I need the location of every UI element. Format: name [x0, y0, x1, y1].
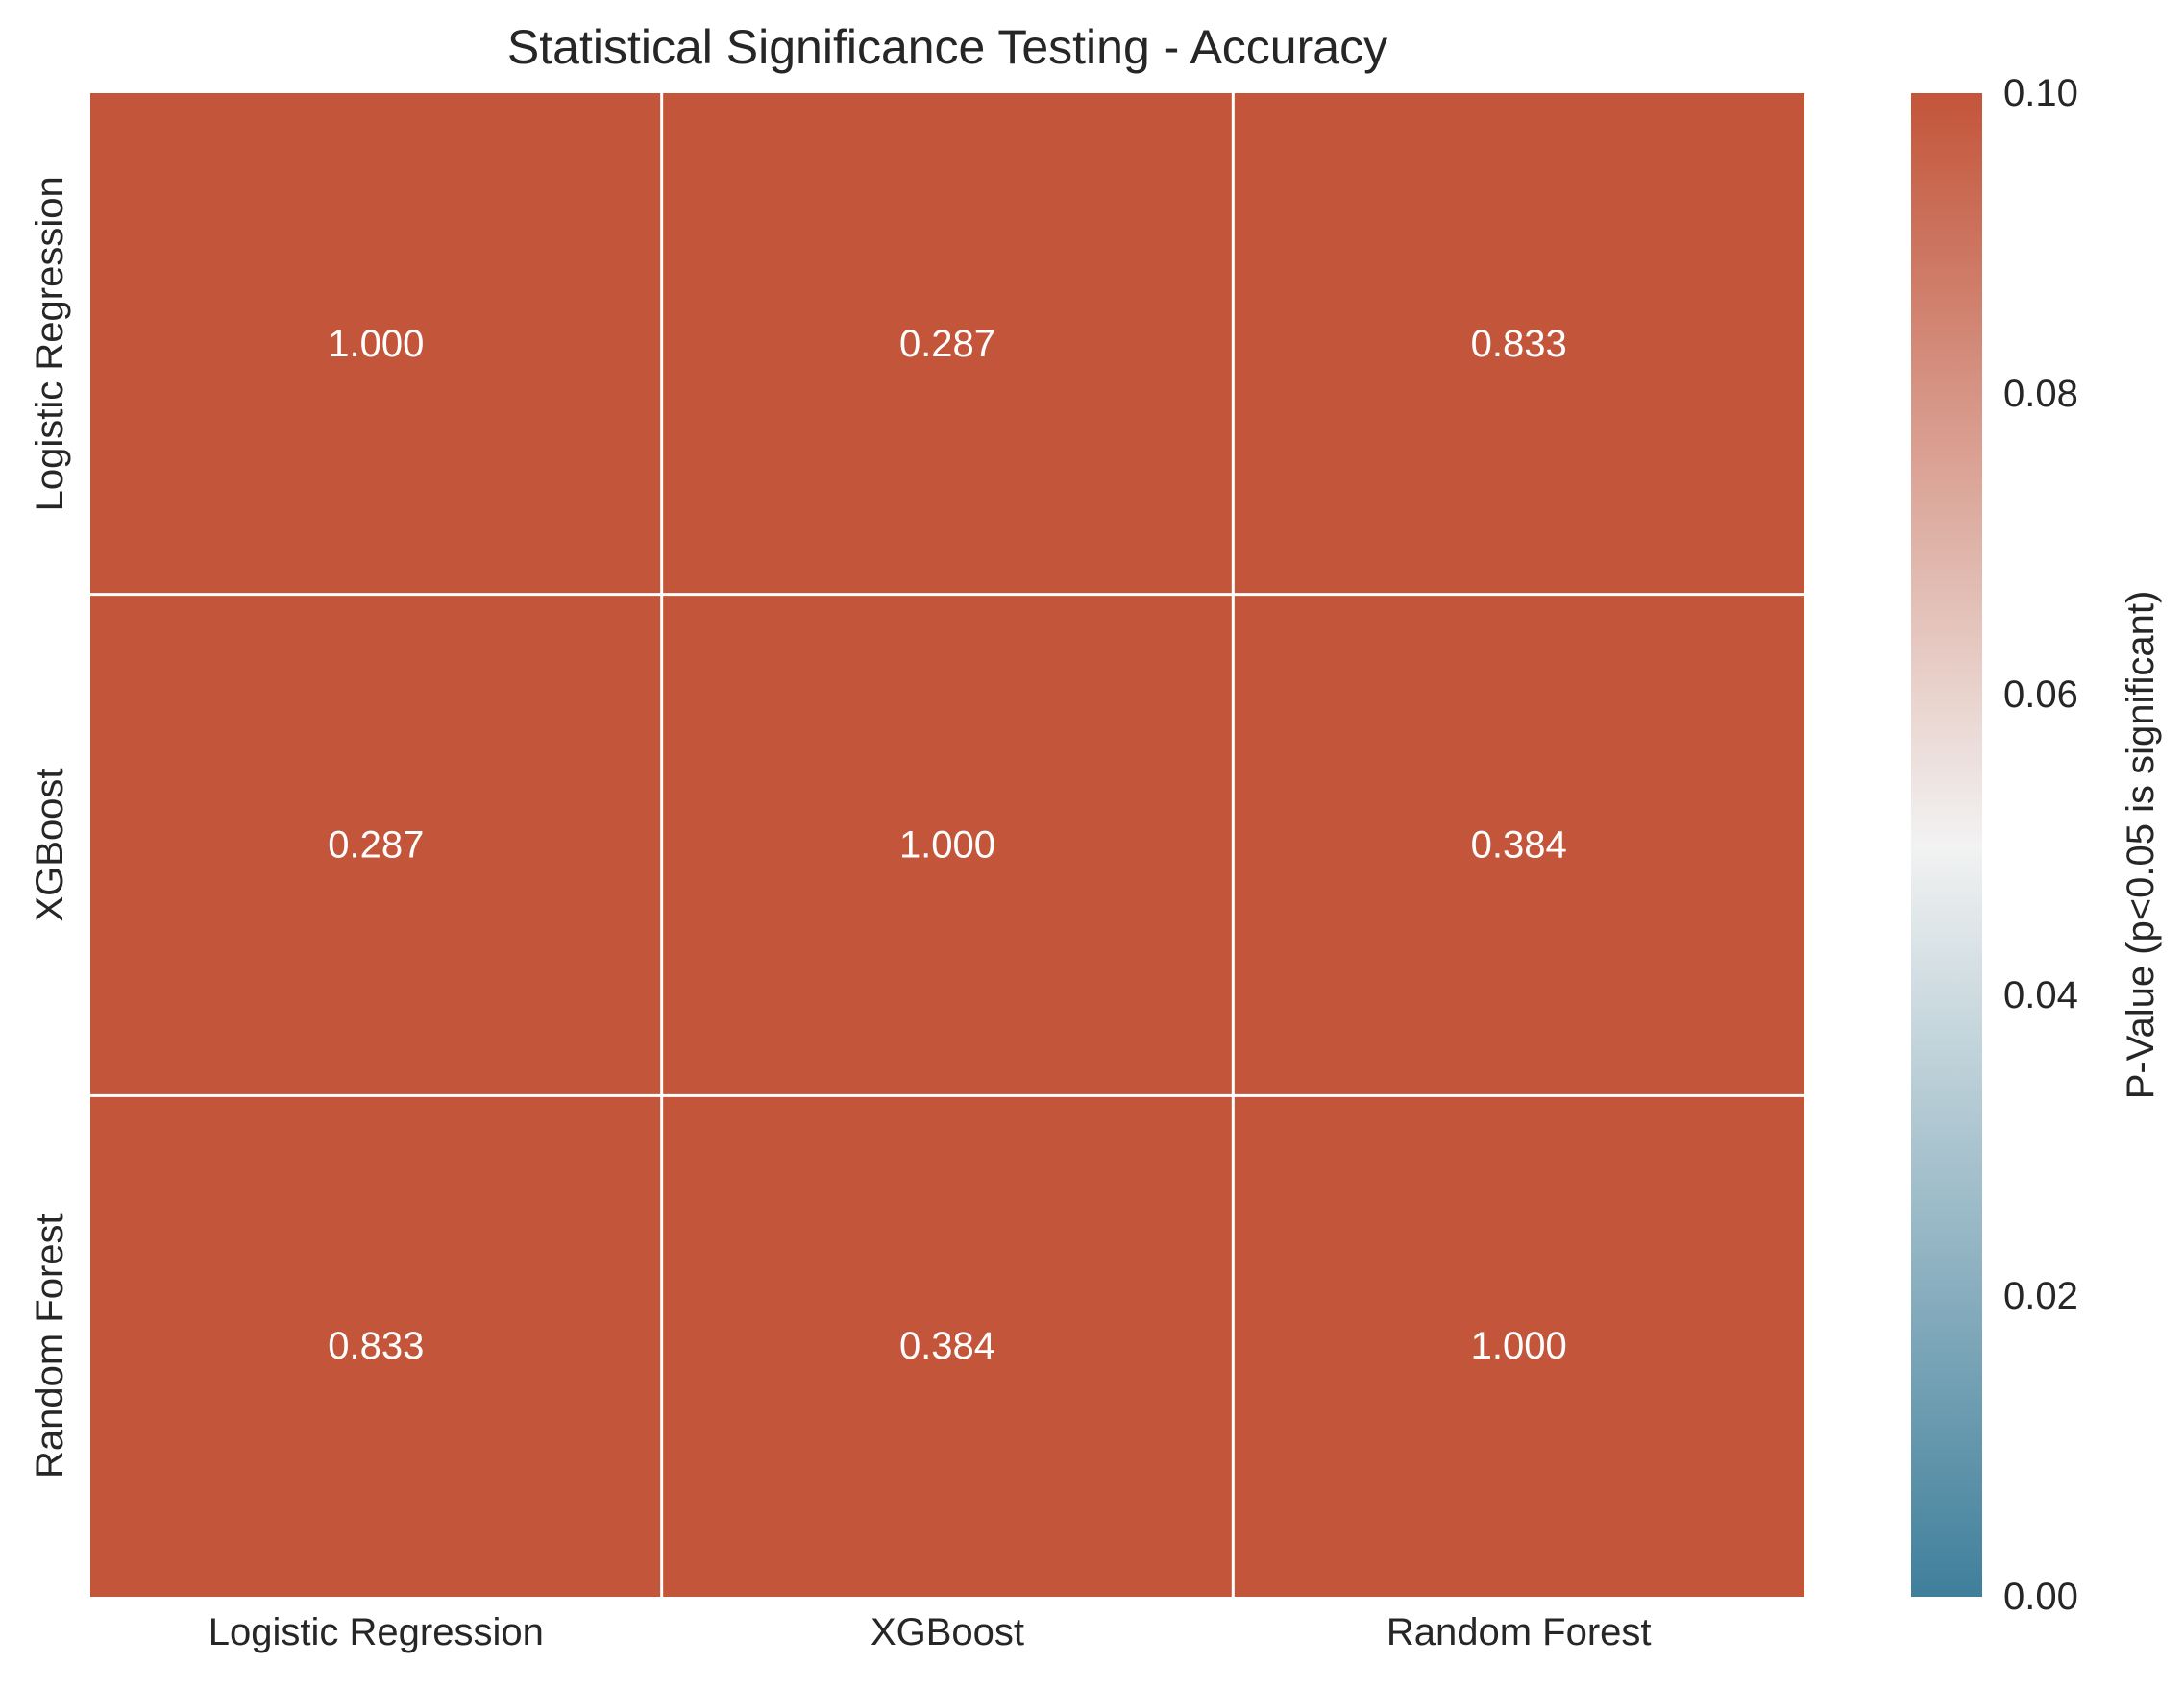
y-tick-label: Logistic Regression	[29, 176, 71, 511]
x-tick-label: Random Forest	[1386, 1611, 1652, 1653]
heatmap-cell-r2-c2	[1233, 1095, 1804, 1597]
colorbar-tick-label: 0.04	[2003, 974, 2078, 1016]
heatmap-cell-r2-c1	[661, 1095, 1234, 1597]
cell-annotation-r1-c0: 0.287	[328, 824, 424, 867]
colorbar-tick-label: 0.02	[2003, 1275, 2078, 1317]
colorbar-gradient	[1911, 93, 1982, 1597]
chart-title: Statistical Significance Testing - Accur…	[507, 20, 1387, 74]
cell-annotation-r2-c1: 0.384	[899, 1325, 995, 1367]
colorbar-label: P-Value (p<0.05 is significant)	[2120, 591, 2162, 1100]
cell-annotation-r0-c1: 0.287	[899, 323, 995, 365]
cell-annotation-r2-c0: 0.833	[328, 1325, 424, 1367]
heatmap-cells	[90, 93, 1804, 1597]
colorbar-tick-label: 0.06	[2003, 673, 2078, 716]
colorbar-tick-label: 0.10	[2003, 72, 2078, 114]
x-tick-label: XGBoost	[871, 1611, 1024, 1653]
x-tick-label: Logistic Regression	[209, 1611, 544, 1653]
heatmap-cell-r1-c0	[90, 594, 662, 1096]
heatmap-cell-r1-c1	[661, 594, 1234, 1096]
colorbar: 0.00 0.02 0.04 0.06 0.08 0.10	[1911, 72, 2078, 1618]
y-tick-label: XGBoost	[29, 768, 71, 921]
colorbar-tick-label: 0.08	[2003, 373, 2078, 415]
x-axis-tick-labels: Logistic Regression XGBoost Random Forest	[209, 1611, 1652, 1653]
cell-annotation-r0-c0: 1.000	[328, 323, 424, 365]
heatmap-cell-r0-c2	[1233, 93, 1804, 595]
heatmap-cell-r0-c1	[661, 93, 1234, 595]
cell-annotations: 1.000 0.287 0.833 0.287 1.000 0.384 0.833 0.384…	[328, 323, 1566, 1367]
heatmap-cell-r1-c2	[1233, 594, 1804, 1096]
cell-annotation-r1-c2: 0.384	[1471, 824, 1567, 867]
heatmap-cell-r0-c0	[90, 93, 662, 595]
heatmap-cell-r2-c0	[90, 1095, 662, 1597]
cell-annotation-r1-c1: 1.000	[899, 824, 995, 867]
colorbar-tick-label: 0.00	[2003, 1576, 2078, 1618]
y-tick-label: Random Forest	[29, 1213, 71, 1479]
heatmap-gridlines	[90, 93, 1804, 1597]
y-axis-tick-labels: Logistic Regression XGBoost Random Forest	[29, 176, 71, 1479]
cell-annotation-r0-c2: 0.833	[1471, 323, 1567, 365]
cell-annotation-r2-c2: 1.000	[1471, 1325, 1567, 1367]
